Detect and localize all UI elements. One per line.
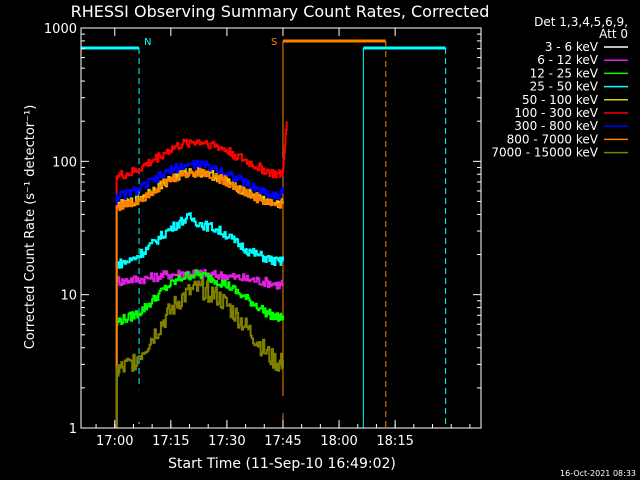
legend-header-1: Det 1,3,4,5,6,9, [534,15,628,29]
x-tick-label-0: 17:00 [96,434,133,449]
series-line-0 [115,300,284,429]
x-tick-label-1: 17:15 [152,434,189,449]
series-line-8 [115,278,284,428]
series-line-6 [115,159,284,428]
legend-label-8: 7000 - 15000 keV [491,146,598,160]
plot-frame [80,27,482,429]
y-tick-label-2: 100 [52,155,77,170]
series-line-7 [115,167,284,428]
annotation-0: N [144,37,151,48]
legend-header-2: Att 0 [599,27,628,41]
series-line-1 [115,269,284,428]
y-tick-label-1: 10 [60,289,77,304]
footer-timestamp: 16-Oct-2021 08:33 [560,469,636,478]
series-lines [115,121,288,429]
x-tick-label-2: 17:30 [208,434,245,449]
legend-label-6: 300 - 800 keV [514,119,598,133]
x-axis-label: Start Time (11-Sep-10 16:49:02) [168,456,396,472]
annotation-1: S [271,37,277,48]
legend-label-7: 800 - 7000 keV [507,132,599,146]
plot-border [80,27,482,429]
chart-title: RHESSI Observing Summary Count Rates, Co… [71,2,490,21]
legend-label-3: 25 - 50 keV [530,80,599,94]
legend-label-4: 50 - 100 keV [522,93,599,107]
y-axis-label: Corrected Count Rate (s⁻¹ detector⁻¹) [23,105,38,350]
legend-label-1: 6 - 12 keV [537,53,599,67]
legend-label-0: 3 - 6 keV [545,40,599,54]
y-tick-label-0: 1 [69,422,77,437]
axis-ticks: 17:00 17:15 17:30 17:45 18:00 18:15 1 10 100 1000 [44,22,481,449]
x-tick-label-3: 17:45 [264,434,301,449]
series-line-2 [115,269,284,428]
series-line-5 [115,121,288,428]
x-tick-label-5: 18:15 [376,434,413,449]
legend-label-5: 100 - 300 keV [514,106,598,120]
x-tick-label-4: 18:00 [320,434,357,449]
legend-label-2: 12 - 25 keV [530,66,599,80]
series-line-3 [115,212,284,428]
y-tick-label-3: 1000 [44,22,77,37]
